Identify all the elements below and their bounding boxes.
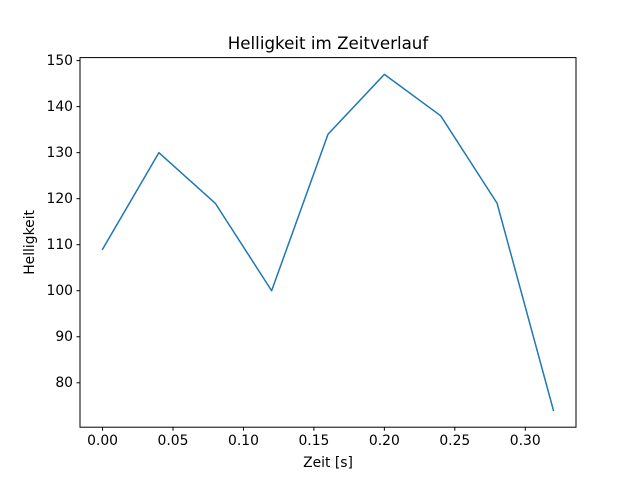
y-tick-label: 90 [55, 329, 73, 345]
data-line [101, 73, 555, 412]
y-tick-label: 120 [46, 191, 73, 207]
chart-title: Helligkeit im Zeitverlauf [228, 33, 430, 53]
x-tick-label: 0.25 [439, 433, 470, 449]
x-tick-label: 0.20 [369, 433, 400, 449]
y-axis-label: Helligkeit [22, 209, 38, 274]
y-tick-label: 130 [46, 145, 73, 161]
y-tick-label: 80 [55, 375, 73, 391]
y-tick-label: 140 [46, 99, 73, 115]
y-tick-label: 110 [46, 237, 73, 253]
y-tick-label: 100 [46, 283, 73, 299]
y-tick-label: 150 [46, 53, 73, 69]
plot-area: 0.00 0.05 0.10 0.15 0.20 0.25 0.30 80 90 100 110 12… [46, 53, 577, 449]
axes-spines [79, 57, 577, 428]
x-tick-label: 0.10 [228, 433, 259, 449]
x-tick-label: 0.30 [510, 433, 541, 449]
x-tick-label: 0.15 [298, 433, 329, 449]
x-tick-label: 0.00 [87, 433, 118, 449]
x-tick-label: 0.05 [158, 433, 189, 449]
x-axis-label: Zeit [s] [303, 455, 353, 471]
